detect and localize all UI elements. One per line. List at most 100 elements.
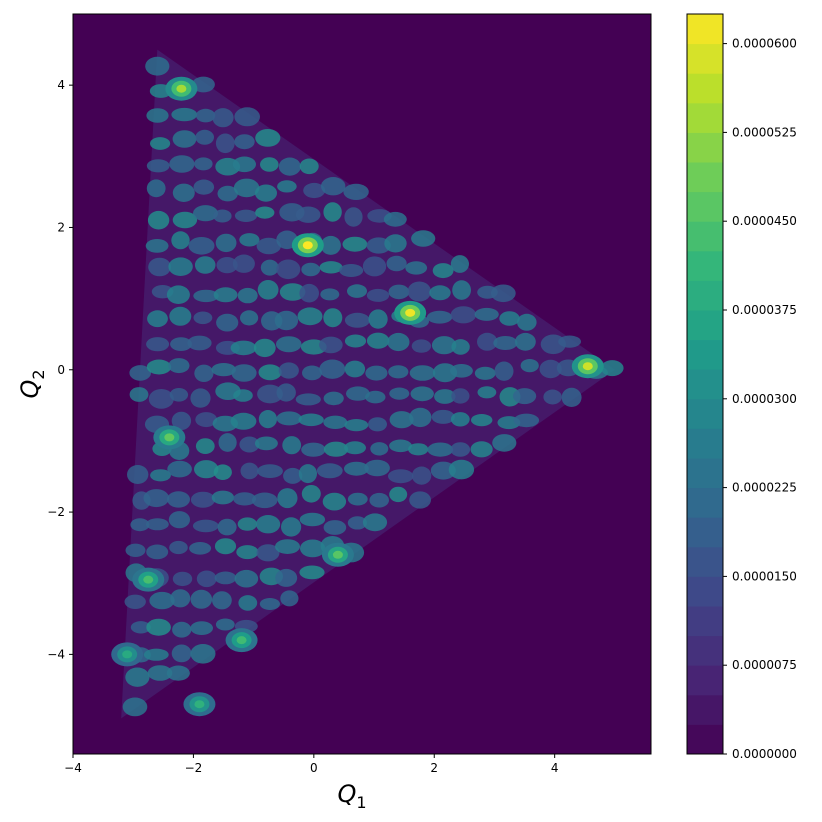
density-blob [278,157,301,176]
colorbar-band [687,250,723,281]
density-blob [297,307,323,326]
density-blob [600,360,624,377]
colorbar-tick-label: 0.0000375 [732,303,797,317]
density-blob [127,465,149,484]
density-blob [362,513,388,532]
density-blob [188,237,215,255]
density-blob [451,388,470,404]
density-blob [450,412,470,427]
density-blob [411,230,436,247]
density-blob [233,178,260,198]
colorbar-band [687,606,723,637]
density-blob [298,413,324,427]
density-blob [150,137,171,150]
colorbar-band [687,102,723,133]
density-blob [280,590,299,607]
plot-area [72,13,652,755]
density-blob [366,288,390,302]
colorbar-band [687,398,723,429]
density-blob [218,433,237,452]
colorbar-tick-label: 0.0000450 [732,214,797,228]
density-blob [298,464,317,484]
density-blob [146,179,166,198]
density-blob [168,358,190,374]
density-blob [171,411,192,431]
density-blob [342,236,368,252]
density-blob [344,419,369,432]
density-blob [172,130,197,148]
colorbar: 0.0000000 0.0000075 0.0000150 0.0000225 0.00… [686,13,797,761]
density-blob [321,177,346,196]
density-blob [323,391,344,406]
density-blob [365,365,388,381]
density-blob [301,485,321,503]
density-blob [193,179,215,195]
density-blob [387,332,410,352]
density-blob [343,183,369,200]
density-blob [190,491,216,508]
density-blob [240,462,259,480]
y-tick-label: −4 [47,647,65,661]
colorbar-band [687,221,723,252]
density-blob [232,156,256,173]
density-blob [195,129,214,145]
density-blob [432,363,458,383]
colorbar-band [687,487,723,518]
density-blob [411,466,432,485]
x-tick-label: 4 [551,761,559,775]
density-blob [258,410,277,429]
density-blob [214,571,237,585]
density-blob [344,334,367,348]
density-blob [347,284,367,298]
density-blob [147,665,173,681]
density-blob [299,158,319,175]
density-blob [407,281,431,302]
colorbar-band [687,576,723,607]
density-blob [405,261,428,275]
density-blob [410,386,434,402]
density-blob [191,76,215,93]
density-blob [172,211,198,229]
density-blob [130,518,150,532]
density-blob [169,540,188,555]
density-blob [195,438,215,454]
density-blob [211,363,236,377]
density-blob [319,261,343,274]
density-peak [111,642,144,667]
density-blob [499,311,520,326]
density-blob [490,284,516,303]
density-blob [450,442,471,457]
density-blob [278,362,299,379]
x-tick-label: 2 [430,761,438,775]
density-peak [153,425,186,450]
density-blob [213,464,232,481]
density-blob [389,486,408,503]
colorbar-tick-label: 0.0000000 [732,747,797,761]
density-blob [494,361,514,381]
colorbar-tick-label: 0.0000150 [732,569,797,583]
density-blob [234,134,255,150]
x-tick-label: −2 [185,761,203,775]
density-blob [347,492,368,506]
density-blob [339,264,364,277]
density-blob [364,459,390,477]
y-tick-label: −2 [47,505,65,519]
density-blob [431,409,455,424]
density-blob [239,436,260,453]
density-blob [212,591,232,610]
colorbar-tick-label: 0.0000225 [732,481,797,495]
density-blob [451,339,470,355]
colorbar-band [687,724,723,755]
colorbar-band [687,43,723,74]
density-blob [211,490,235,505]
density-blob [320,235,341,255]
density-blob [122,697,148,717]
density-blob [147,210,170,230]
density-blob [277,180,297,193]
density-blob [195,412,218,428]
density-blob [171,231,190,250]
density-blob [434,389,456,404]
colorbar-band [687,665,723,696]
density-blob [295,393,321,406]
